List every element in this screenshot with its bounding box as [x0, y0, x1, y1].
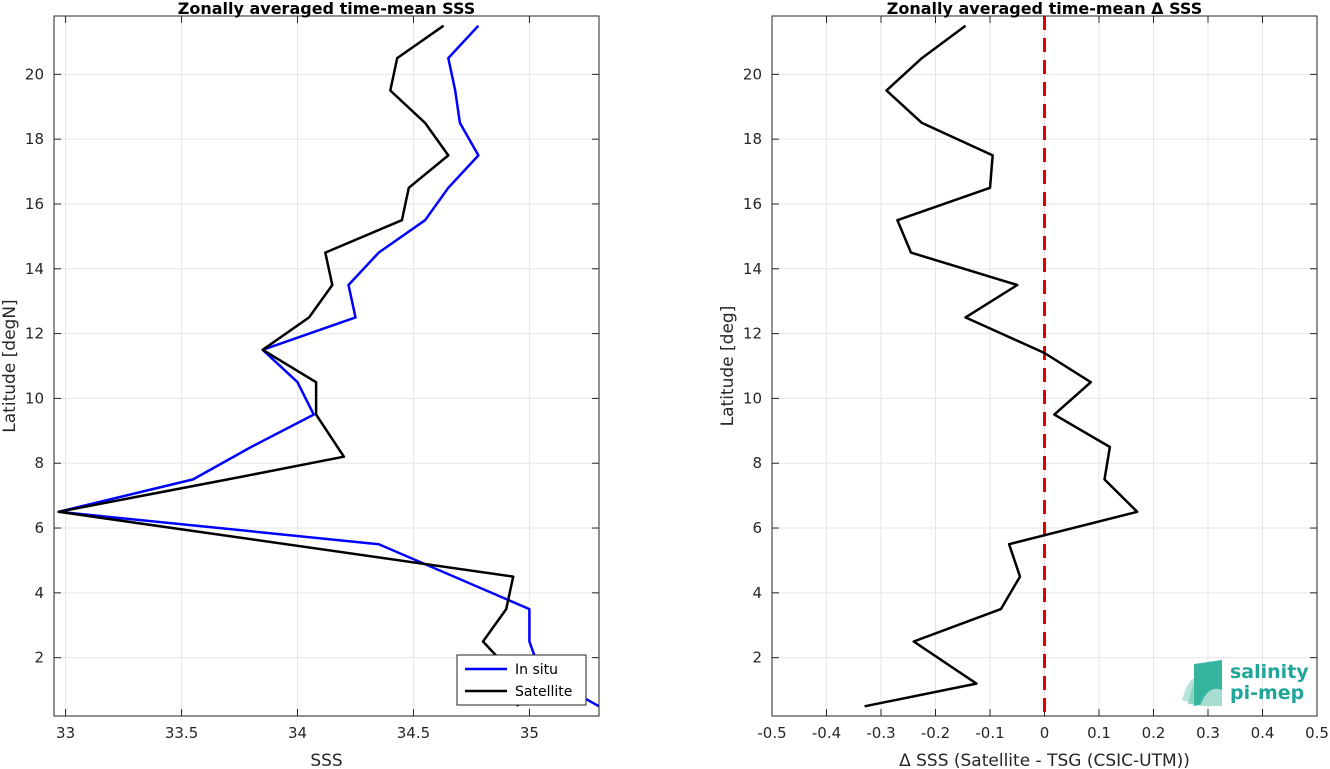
plot-area	[54, 16, 599, 716]
chart-title: Zonally averaged time-mean SSS	[178, 0, 476, 18]
x-tick-label: 34	[288, 724, 307, 742]
series-line-satellite	[57, 24, 520, 707]
logo-line1: salinity	[1230, 661, 1309, 683]
left-panel-sss: 33 33.5 34 34.5 35 2 4 6 8 10 12 14 16 18 20 Zonally av…	[0, 0, 600, 769]
y-axis-label: Latitude [deg]	[718, 306, 738, 427]
y-tick-label: 12	[743, 325, 762, 343]
x-tick-label: 34.5	[397, 724, 430, 742]
y-tick-label: 2	[752, 649, 762, 667]
x-tick-label: 35	[520, 724, 539, 742]
salinity-pi-mep-logo: salinity pi-mep	[1182, 660, 1309, 706]
x-tick-label: 33.5	[165, 724, 198, 742]
y-tick-label: 14	[25, 260, 44, 278]
y-tick-label: 16	[743, 195, 762, 213]
x-axis-label: SSS	[310, 751, 342, 769]
x-tick-label: -0.5	[757, 724, 786, 742]
x-axis-label: Δ SSS (Satellite - TSG (CSIC-UTM))	[899, 751, 1190, 769]
x-tick-label: 0.2	[1142, 724, 1166, 742]
x-tick-label: 0.4	[1251, 724, 1275, 742]
y-tick-label: 10	[25, 389, 44, 407]
y-tick-label: 16	[25, 195, 44, 213]
x-tick-label: 33	[56, 724, 75, 742]
y-tick-label: 4	[752, 584, 762, 602]
y-tick-label: 18	[743, 130, 762, 148]
chart-title: Zonally averaged time-mean Δ SSS	[887, 0, 1203, 18]
y-tick-label: 2	[34, 649, 44, 667]
y-tick-label: 18	[25, 130, 44, 148]
y-tick-label: 20	[25, 65, 44, 83]
y-tick-label: 6	[752, 519, 762, 537]
logo-line2: pi-mep	[1230, 682, 1304, 704]
y-tick-label: 14	[743, 260, 762, 278]
x-tick-label: -0.3	[866, 724, 895, 742]
x-tick-label: 0.1	[1087, 724, 1111, 742]
axes-frame	[53, 15, 600, 717]
x-tick-label: -0.2	[921, 724, 950, 742]
y-tick-label: 10	[743, 389, 762, 407]
axes-frame	[771, 15, 1318, 717]
y-tick-label: 6	[34, 519, 44, 537]
legend-box	[456, 654, 587, 706]
legend: In situ Satellite	[456, 654, 587, 706]
y-tick-label: 12	[25, 325, 44, 343]
y-tick-label: 20	[743, 65, 762, 83]
x-tick-label: -0.4	[812, 724, 841, 742]
series-line-0	[864, 24, 1139, 708]
right-panel-delta-sss: -0.5 -0.4 -0.3 -0.2 -0.1 0 0.1 0.2 0.3 0.4 0.5 2 4 6 8…	[718, 0, 1329, 769]
x-tick-label: 0	[1040, 724, 1050, 742]
legend-label: In situ	[515, 662, 558, 678]
legend-label: Satellite	[515, 684, 572, 700]
y-tick-label: 8	[34, 454, 44, 472]
x-tick-label: -0.1	[975, 724, 1004, 742]
logo-waves-icon	[1182, 660, 1222, 706]
y-tick-label: 8	[752, 454, 762, 472]
x-tick-label: 0.3	[1196, 724, 1220, 742]
y-axis-label: Latitude [degN]	[0, 299, 20, 432]
x-tick-label: 0.5	[1305, 724, 1329, 742]
y-tick-label: 4	[34, 584, 44, 602]
